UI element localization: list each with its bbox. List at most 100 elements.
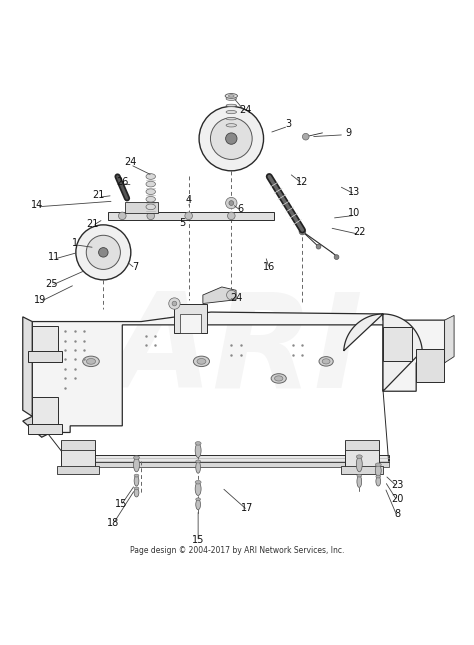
Circle shape (118, 212, 126, 220)
Ellipse shape (195, 442, 201, 445)
Ellipse shape (271, 373, 286, 383)
Ellipse shape (226, 97, 237, 101)
Circle shape (199, 106, 264, 171)
Text: 23: 23 (391, 480, 403, 490)
Ellipse shape (322, 359, 330, 364)
Text: 9: 9 (346, 128, 351, 138)
Circle shape (147, 212, 155, 220)
Text: 24: 24 (239, 105, 252, 115)
Bar (70, 462, 389, 467)
Bar (383, 327, 412, 361)
Bar (28, 424, 62, 434)
Ellipse shape (375, 463, 381, 466)
Polygon shape (32, 312, 445, 432)
Ellipse shape (196, 498, 201, 501)
Text: 21: 21 (92, 190, 105, 201)
Circle shape (169, 298, 180, 309)
Text: 24: 24 (230, 293, 242, 303)
Ellipse shape (196, 499, 201, 510)
Circle shape (316, 244, 321, 249)
Bar (125, 202, 158, 213)
Text: 13: 13 (348, 187, 361, 197)
Polygon shape (445, 315, 454, 362)
Ellipse shape (134, 474, 139, 477)
Ellipse shape (134, 488, 139, 497)
Bar (345, 441, 379, 470)
Bar (28, 352, 62, 362)
Bar (32, 397, 58, 426)
Text: 6: 6 (238, 204, 244, 213)
Text: 11: 11 (48, 252, 61, 262)
Ellipse shape (86, 359, 96, 364)
Circle shape (334, 255, 339, 259)
Bar (180, 314, 201, 333)
Circle shape (172, 301, 177, 306)
Ellipse shape (146, 181, 155, 187)
Circle shape (299, 228, 306, 235)
Circle shape (228, 212, 235, 220)
Text: 3: 3 (285, 119, 291, 130)
Polygon shape (23, 317, 32, 417)
Circle shape (99, 248, 108, 257)
Ellipse shape (82, 356, 99, 366)
Ellipse shape (357, 475, 362, 488)
Circle shape (210, 118, 252, 159)
Ellipse shape (146, 189, 155, 195)
Ellipse shape (195, 443, 201, 457)
Circle shape (302, 134, 309, 140)
Text: Page design © 2004-2017 by ARI Network Services, Inc.: Page design © 2004-2017 by ARI Network S… (130, 546, 344, 555)
Polygon shape (108, 212, 274, 220)
Ellipse shape (134, 457, 139, 471)
Text: 22: 22 (353, 228, 365, 237)
Text: 8: 8 (394, 510, 400, 519)
Text: 25: 25 (45, 279, 57, 288)
Text: 4: 4 (186, 195, 191, 205)
Text: 5: 5 (179, 218, 186, 228)
Ellipse shape (226, 117, 237, 120)
Text: 7: 7 (132, 262, 138, 272)
Circle shape (229, 201, 234, 205)
Text: 1: 1 (72, 238, 78, 248)
Bar (345, 440, 379, 450)
Circle shape (86, 235, 120, 270)
Ellipse shape (356, 455, 362, 459)
Text: 20: 20 (391, 494, 403, 504)
Bar (174, 304, 207, 333)
Circle shape (76, 225, 131, 280)
Ellipse shape (376, 475, 381, 478)
Ellipse shape (319, 357, 333, 366)
Polygon shape (344, 314, 422, 392)
Text: 15: 15 (192, 535, 204, 544)
Text: 15: 15 (115, 499, 127, 508)
Text: 24: 24 (124, 157, 137, 167)
Bar (341, 466, 383, 474)
Text: 18: 18 (107, 517, 119, 528)
Ellipse shape (226, 124, 237, 127)
Circle shape (226, 133, 237, 144)
Text: ARI: ARI (110, 288, 364, 415)
Text: 21: 21 (86, 219, 99, 229)
Text: 12: 12 (296, 177, 309, 186)
Ellipse shape (197, 359, 206, 364)
Ellipse shape (196, 461, 201, 473)
Circle shape (226, 197, 237, 209)
Text: 16: 16 (263, 262, 275, 272)
Ellipse shape (196, 460, 201, 463)
Text: 19: 19 (34, 295, 46, 304)
Ellipse shape (357, 474, 362, 477)
Text: 17: 17 (241, 503, 254, 513)
Circle shape (185, 212, 192, 220)
Ellipse shape (195, 481, 201, 484)
Ellipse shape (134, 456, 139, 459)
Ellipse shape (134, 475, 139, 486)
Ellipse shape (226, 104, 237, 106)
Ellipse shape (146, 174, 155, 179)
Bar (61, 440, 95, 450)
Ellipse shape (375, 464, 381, 477)
Bar (70, 455, 389, 462)
Ellipse shape (225, 94, 237, 98)
Bar (57, 466, 99, 474)
Bar (416, 348, 444, 382)
Ellipse shape (134, 487, 139, 490)
Ellipse shape (376, 477, 381, 486)
